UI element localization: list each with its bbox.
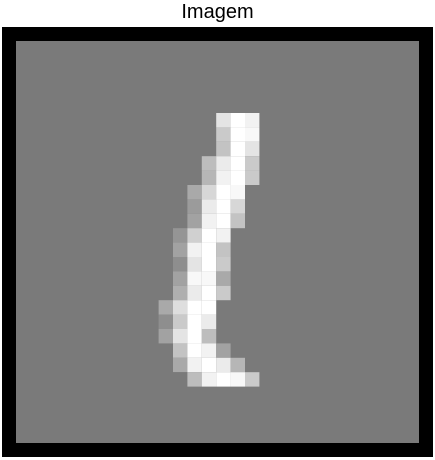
image-pixel [173,300,188,315]
image-pixel [216,228,231,243]
image-pixel [216,357,231,373]
image-pixel [187,199,202,214]
image-pixel [216,170,231,185]
image-pixel [173,357,188,373]
image-pixel [187,228,202,243]
image-pixel [173,372,188,387]
image-pixel [216,343,231,358]
image-pixel [201,228,217,243]
image-pixel [158,314,173,329]
image-pixel [201,285,217,301]
figure-title: Imagem [181,1,254,23]
image-frame [2,27,433,457]
image-pixel [216,185,231,200]
image-pixel [201,357,217,373]
image-pixel [230,156,245,171]
image-pixel [173,285,188,301]
image-pixel [216,113,231,128]
image-pixel [201,170,217,185]
image-pixel [158,329,173,344]
image-pixel [230,372,245,387]
image-pixel [187,271,202,286]
image-pixel [201,343,217,358]
image-pixel [230,113,245,128]
image-pixel [216,127,231,142]
image-pixel [230,127,245,142]
image-pixel [187,357,202,373]
image-pixel [187,300,202,315]
image-pixel [173,257,188,272]
image-pixel [201,185,217,200]
image-pixel [216,199,231,214]
image-pixel [245,372,260,387]
image-pixel [230,170,245,185]
image-pixel [230,357,245,373]
image-pixel [201,271,217,286]
image-pixel [201,199,217,214]
image-pixel [216,156,231,171]
image-pixel [216,213,231,229]
image-pixel [245,170,260,185]
image-pixel [187,343,202,358]
image-pixel [187,213,202,229]
image-pixel [216,242,231,257]
image-pixel [201,372,217,387]
image-pixel [245,113,260,128]
image-pixel [187,242,202,257]
image-pixel [230,141,245,157]
image-pixel [158,300,173,315]
image-pixel [173,314,188,329]
image-pixel [216,271,231,286]
image-pixel [187,372,202,387]
image-pixel [201,329,217,344]
image-pixel [216,141,231,157]
image-pixel [173,271,188,286]
image-pixel [173,329,188,344]
image-pixel [173,242,188,257]
image-pixel [187,257,202,272]
digit-image [158,113,260,387]
image-pixel [201,314,217,329]
image-pixel [187,185,202,200]
image-pixel [216,257,231,272]
image-pixel [201,242,217,257]
image-pixel [216,372,231,387]
image-pixel [230,185,245,200]
image-pixel [201,156,217,171]
image-pixel [187,285,202,301]
image-pixel [201,213,217,229]
image-pixel [216,285,231,301]
image-pixel [245,141,260,157]
image-pixel [201,257,217,272]
image-pixel [173,343,188,358]
image-pixel [245,127,260,142]
image-pixel [245,156,260,171]
image-pixel [187,329,202,344]
image-pixel [230,213,245,229]
image-pixel [173,228,188,243]
image-pixel [187,314,202,329]
image-pixel [201,300,217,315]
image-pixel [230,199,245,214]
